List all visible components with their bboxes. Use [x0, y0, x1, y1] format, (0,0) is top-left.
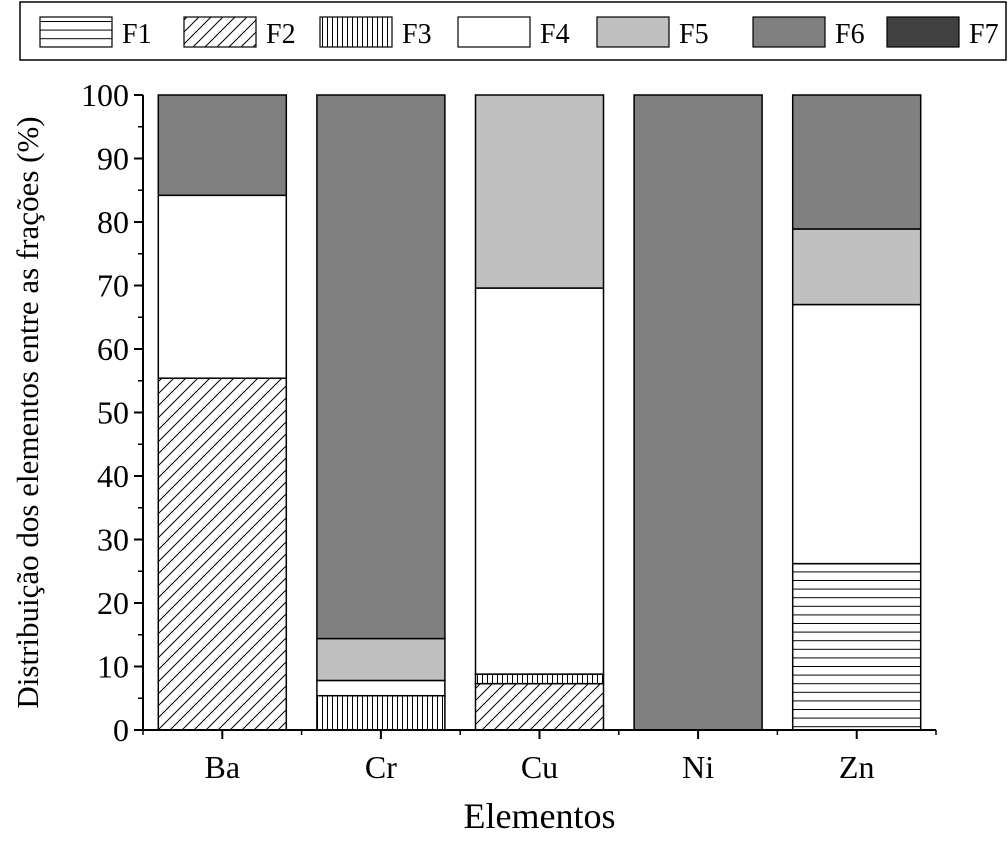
legend-swatch-f6: [752, 16, 826, 48]
bar-ni-f6: [633, 94, 763, 731]
x-ticks: Ba Cr Cu Ni Zn: [142, 730, 937, 785]
legend-label-f4: F4: [540, 19, 570, 50]
x-axis-title: Elementos: [464, 796, 616, 836]
x-tick-label-cr: Cr: [365, 749, 397, 785]
bar-ba-f2: [157, 377, 288, 731]
bar-cr-f6: [316, 94, 446, 640]
legend-swatch-f4: [457, 16, 531, 48]
bar-cu-f5: [474, 94, 605, 289]
y-tick-label-70: 70: [97, 268, 129, 304]
legend-label-f1: F1: [122, 19, 152, 50]
y-tick-label-0: 0: [113, 712, 129, 748]
legend-label-f7: F7: [969, 19, 999, 50]
legend-swatch-f7: [886, 16, 960, 48]
y-tick-label-20: 20: [97, 585, 129, 621]
bar-ba-f6: [157, 94, 288, 197]
y-tick-label-100: 100: [81, 77, 129, 113]
legend-label-f2: F2: [266, 19, 296, 50]
y-tick-label-90: 90: [97, 141, 129, 177]
legend-label-f6: F6: [835, 19, 865, 50]
legend-label-f3: F3: [402, 19, 432, 50]
legend-swatch-f5: [596, 16, 670, 48]
y-tick-label-40: 40: [97, 458, 129, 494]
x-tick-label-cu: Cu: [521, 749, 558, 785]
bar-cr-f5: [316, 637, 446, 682]
bar-zn-f4: [791, 303, 922, 565]
legend: F1 F2 F3 F4 F5 F6 F7: [19, 1, 1007, 61]
y-ticks: 0 10 20 30 40 50 60 70 80 90 100: [81, 77, 143, 748]
y-tick-label-60: 60: [97, 331, 129, 367]
bar-zn-f1: [791, 562, 922, 731]
bar-cu-f2: [474, 682, 605, 731]
x-tick-label-ba: Ba: [205, 749, 241, 785]
bar-cr-f4: [316, 679, 446, 697]
legend-swatch-f1: [39, 16, 113, 48]
x-tick-label-zn: Zn: [839, 749, 875, 785]
legend-swatch-f3: [319, 16, 393, 48]
bar-cu-f4: [474, 287, 605, 675]
legend-label-f5: F5: [679, 19, 709, 50]
y-tick-label-30: 30: [97, 522, 129, 558]
y-tick-label-10: 10: [97, 649, 129, 685]
bar-zn-f5: [791, 228, 922, 306]
y-tick-label-50: 50: [97, 395, 129, 431]
bar-cr-f3: [316, 694, 446, 731]
bar-zn-f6: [791, 94, 922, 230]
bar-ba-f4: [157, 194, 288, 379]
y-axis-title: Distribuição dos elementos entre as fraç…: [10, 116, 45, 708]
x-tick-label-ni: Ni: [682, 749, 714, 785]
legend-swatch-f2: [183, 16, 257, 48]
y-tick-label-80: 80: [97, 204, 129, 240]
bars: [157, 94, 922, 731]
bar-cu-f3: [474, 673, 605, 685]
